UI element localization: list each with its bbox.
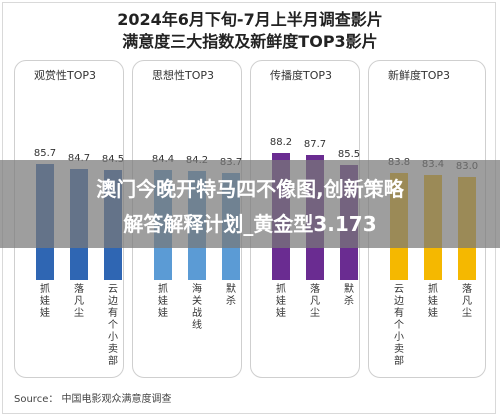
panel-title: 新鲜度TOP3 bbox=[388, 69, 451, 82]
category-label: 落凡尘 bbox=[74, 284, 84, 319]
data-label: 84.7 bbox=[67, 152, 91, 164]
data-label: 85.7 bbox=[33, 148, 57, 160]
data-label: 87.7 bbox=[303, 139, 327, 151]
chart-title-line1: 2024年6月下旬-7月上半月调查影片 bbox=[117, 10, 383, 29]
overlay-banner bbox=[0, 160, 500, 248]
panel-title: 思想性TOP3 bbox=[152, 69, 215, 82]
category-label: 抓娃娃 bbox=[276, 284, 286, 319]
category-label: 默杀 bbox=[226, 284, 236, 307]
category-label: 落凡尘 bbox=[462, 284, 472, 319]
category-label: 抓娃娃 bbox=[428, 284, 438, 319]
category-label: 云边有个小卖部 bbox=[394, 284, 404, 367]
data-label: 84.4 bbox=[148, 154, 178, 165]
category-label: 云边有个小卖部 bbox=[108, 284, 118, 367]
category-label: 默杀 bbox=[344, 284, 354, 307]
data-label: 85.5 bbox=[337, 149, 361, 161]
panel-title: 观赏性TOP3 bbox=[34, 69, 97, 82]
category-label: 抓娃娃 bbox=[40, 284, 50, 319]
category-label: 海关战线 bbox=[192, 284, 202, 331]
banner-line1: 澳门今晚开特马四不像图,创新策略 bbox=[96, 177, 404, 201]
panel-title: 传播度TOP3 bbox=[270, 69, 333, 82]
category-label: 落凡尘 bbox=[310, 284, 320, 319]
source-note: Source： 中国电影观众满意度调查 bbox=[14, 394, 172, 405]
banner-line2: 解答解释计划_黄金型3.173 bbox=[123, 212, 377, 236]
data-label: 88.2 bbox=[269, 137, 293, 149]
chart-title-line2: 满意度三大指数及新鲜度TOP3影片 bbox=[122, 32, 378, 51]
category-label: 抓娃娃 bbox=[158, 284, 168, 319]
data-label: 84.5 bbox=[98, 154, 128, 165]
